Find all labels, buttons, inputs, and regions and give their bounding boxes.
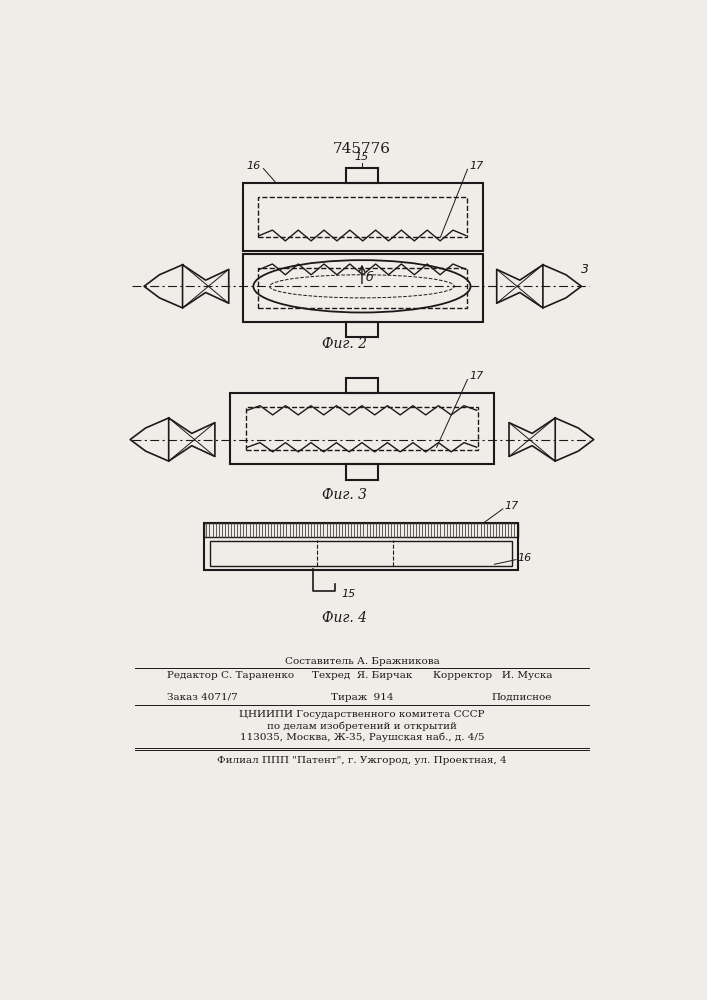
Text: ЦНИИПИ Государственного комитета СССР: ЦНИИПИ Государственного комитета СССР [239,710,485,719]
Bar [246,407,478,450]
Bar [243,254,483,322]
Text: 17: 17 [469,371,483,381]
Bar [243,183,483,251]
Text: Филиал ППП "Патент", г. Ужгород, ул. Проектная, 4: Филиал ППП "Патент", г. Ужгород, ул. Про… [217,756,507,765]
Bar [230,393,493,464]
Text: Тираж  914: Тираж 914 [331,693,393,702]
Text: 3: 3 [581,263,590,276]
Text: Редактор С. Тараненко: Редактор С. Тараненко [167,671,294,680]
Bar [346,378,378,393]
Text: Заказ 4071/7: Заказ 4071/7 [167,693,238,702]
Bar [204,523,518,570]
Bar [258,268,467,308]
Text: 113035, Москва, Ж-35, Раушская наб., д. 4/5: 113035, Москва, Ж-35, Раушская наб., д. … [240,732,484,742]
Text: Корректор   И. Муска: Корректор И. Муска [433,671,552,680]
Bar [204,523,518,537]
Text: Фиг. 2: Фиг. 2 [322,337,367,351]
Text: Техред  Я. Бирчак: Техред Я. Бирчак [312,671,412,680]
Text: Фиг. 4: Фиг. 4 [322,611,367,625]
Bar [346,322,378,337]
Bar [210,541,512,566]
Text: 17: 17 [504,501,519,511]
Bar [346,168,378,183]
Text: 16: 16 [247,161,261,171]
Text: 16: 16 [518,553,532,563]
Text: 17: 17 [469,161,483,171]
Text: 15: 15 [341,589,356,599]
Text: б: б [366,271,373,284]
Text: Подписное: Подписное [492,693,552,702]
Text: 15: 15 [355,152,369,162]
Text: Фиг. 3: Фиг. 3 [322,488,367,502]
Text: Составитель А. Бражникова: Составитель А. Бражникова [285,657,439,666]
Text: по делам изобретений и открытий: по делам изобретений и открытий [267,721,457,731]
Bar [346,464,378,480]
Bar [258,197,467,237]
Text: 745776: 745776 [333,142,391,156]
